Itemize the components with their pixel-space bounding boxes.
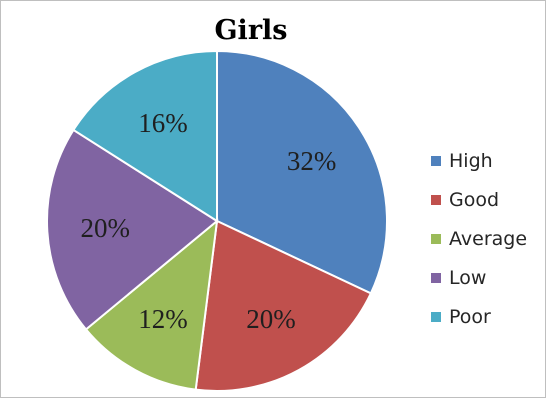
legend-label: Low xyxy=(449,266,487,289)
slice-label-average: 12% xyxy=(138,304,188,334)
pie-slice-average xyxy=(84,218,219,391)
legend-item-average: Average xyxy=(431,219,527,258)
slice-label-poor: 16% xyxy=(138,108,188,138)
legend-label: Poor xyxy=(449,305,491,328)
chart-title: Girls xyxy=(214,15,288,46)
pie-slice-low xyxy=(46,128,219,331)
legend-label: High xyxy=(449,149,493,172)
legend-swatch xyxy=(431,272,441,283)
pie-slice-good xyxy=(194,219,373,392)
pie-slice-poor xyxy=(72,49,218,223)
legend-swatch xyxy=(431,194,441,205)
slice-label-good: 20% xyxy=(246,304,296,334)
legend-item-poor: Poor xyxy=(431,297,527,336)
legend-item-low: Low xyxy=(431,258,527,297)
legend-label: Average xyxy=(449,227,528,250)
legend-item-high: High xyxy=(431,141,527,180)
slice-label-high: 32% xyxy=(287,146,337,176)
slice-label-low: 20% xyxy=(80,213,130,243)
legend-item-good: Good xyxy=(431,180,527,219)
legend-swatch xyxy=(431,155,441,166)
pie-slice-high xyxy=(216,49,388,295)
legend-swatch xyxy=(431,311,441,322)
legend: High Good Average Low Poor xyxy=(431,141,527,336)
legend-label: Good xyxy=(449,188,500,211)
legend-swatch xyxy=(431,233,441,244)
